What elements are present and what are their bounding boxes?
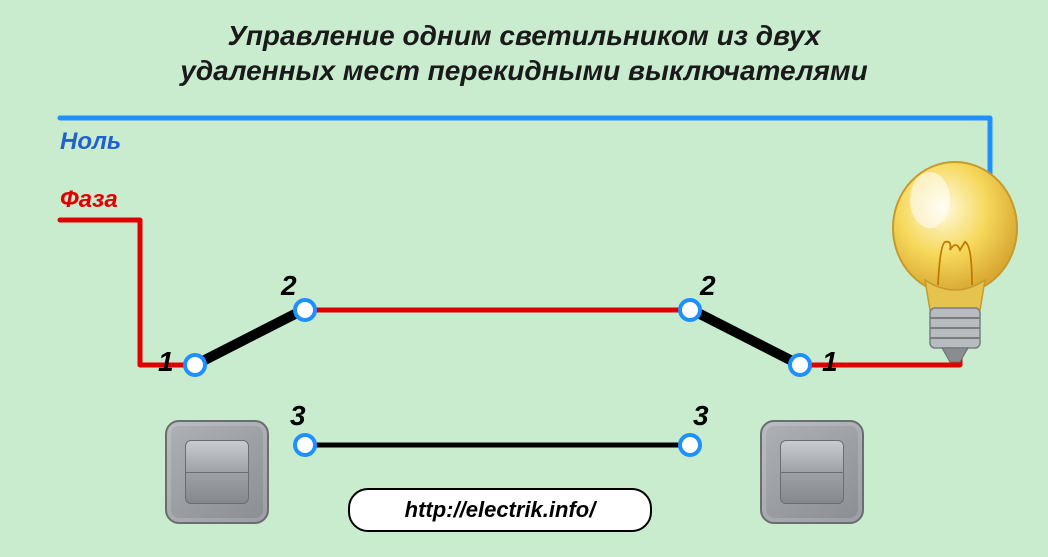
neutral-wire [60, 118, 990, 255]
label-sw2-common: 1 [822, 346, 838, 378]
label-sw1-common: 1 [158, 346, 174, 378]
terminal-sw1-common [185, 355, 205, 375]
switch-2-arm [700, 314, 800, 365]
phase-wire-in [60, 220, 185, 365]
terminal-sw2-t2 [680, 300, 700, 320]
source-url[interactable]: http://electrik.info/ [348, 488, 652, 532]
terminal-sw1-t2 [295, 300, 315, 320]
phase-label: Фаза [60, 186, 118, 214]
lightbulb-icon [880, 150, 1030, 370]
label-sw2-t3: 3 [693, 400, 709, 432]
neutral-label: Ноль [60, 128, 121, 156]
three-way-switch-2 [760, 420, 864, 524]
label-sw1-t2: 2 [281, 270, 297, 302]
label-sw1-t3: 3 [290, 400, 306, 432]
source-url-text: http://electrik.info/ [405, 497, 596, 523]
terminal-sw2-t3 [680, 435, 700, 455]
three-way-switch-1 [165, 420, 269, 524]
label-sw2-t2: 2 [700, 270, 716, 302]
switch-1-arm [195, 314, 295, 365]
terminal-sw2-common [790, 355, 810, 375]
terminal-sw1-t3 [295, 435, 315, 455]
